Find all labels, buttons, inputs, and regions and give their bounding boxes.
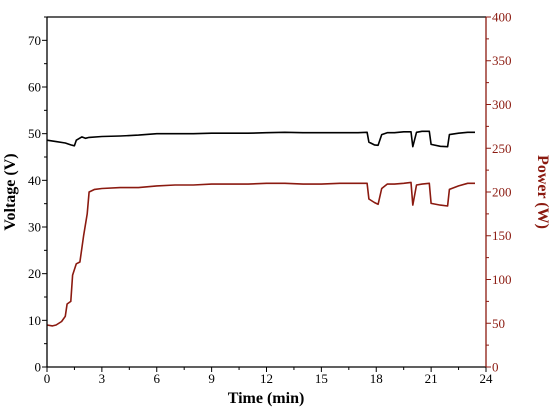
x-tick-label: 6	[154, 371, 161, 386]
y-right-tick-label: 50	[492, 316, 505, 331]
x-axis-title: Time (min)	[228, 390, 305, 407]
x-tick-label: 9	[208, 371, 215, 386]
y-left-tick-label: 60	[28, 80, 41, 95]
y-left-tick-label: 40	[28, 173, 41, 188]
x-tick-label: 18	[370, 371, 383, 386]
x-tick-label: 24	[480, 371, 494, 386]
y-right-tick-label: 200	[492, 185, 512, 200]
y-right-tick-label: 0	[492, 360, 499, 375]
y-right-tick-label: 150	[492, 228, 512, 243]
y-left-axis-title: Voltage (V)	[2, 153, 19, 230]
y-left-tick-label: 10	[28, 313, 41, 328]
y-left-tick-label: 50	[28, 126, 41, 141]
x-tick-label: 15	[315, 371, 328, 386]
y-left-tick-label: 20	[28, 266, 41, 281]
voltage-series-line	[46, 130, 475, 148]
y-left-tick-label: 0	[35, 360, 42, 375]
y-right-tick-label: 100	[492, 272, 512, 287]
x-tick-label: 3	[99, 371, 106, 386]
series-layer	[46, 130, 475, 327]
y-right-axis-title: Power (W)	[534, 155, 550, 229]
x-tick-label: 12	[260, 371, 273, 386]
x-tick-label: 21	[425, 371, 438, 386]
ticks-layer	[42, 16, 491, 372]
y-left-tick-label: 70	[28, 33, 41, 48]
y-right-tick-label: 400	[492, 10, 512, 25]
power-series-line	[46, 181, 475, 327]
y-right-tick-label: 300	[492, 97, 512, 112]
x-tick-label: 0	[44, 371, 51, 386]
y-right-tick-label: 250	[492, 141, 512, 156]
y-right-tick-label: 350	[492, 53, 512, 68]
y-left-tick-label: 30	[28, 220, 41, 235]
